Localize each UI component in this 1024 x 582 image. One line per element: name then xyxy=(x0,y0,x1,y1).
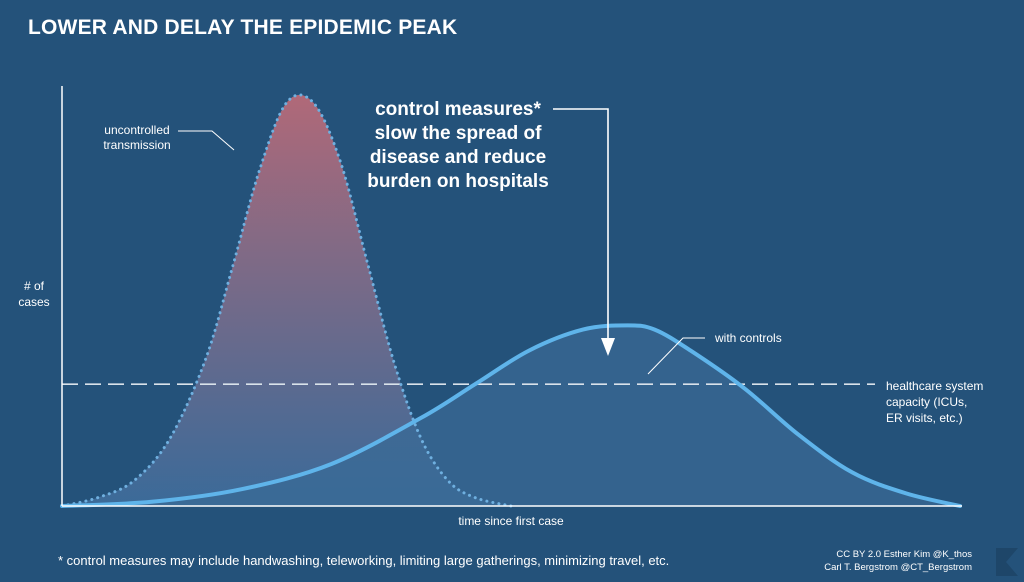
uncontrolled-label-line: transmission xyxy=(103,138,170,152)
chart-title: LOWER AND DELAY THE EPIDEMIC PEAK xyxy=(28,16,458,39)
x-axis-label: time since first case xyxy=(458,514,564,528)
uncontrolled-leader-line xyxy=(178,130,235,151)
uncontrolled-area xyxy=(62,94,511,507)
corner-logo-icon xyxy=(996,548,1018,576)
with-controls-label: with controls xyxy=(714,331,782,345)
credits-line-2: Carl T. Bergstrom @CT_Bergstrom xyxy=(824,562,972,573)
credits-line-1: CC BY 2.0 Esther Kim @K_thos xyxy=(836,549,972,560)
annotation-arrowhead xyxy=(601,338,615,356)
uncontrolled-dotted-line xyxy=(60,93,513,508)
footnote: * control measures may include handwashi… xyxy=(58,553,670,568)
annotation-line: slow the spread of xyxy=(375,123,542,144)
capacity-label-line: ER visits, etc.) xyxy=(886,411,963,425)
with-controls-line xyxy=(60,323,962,508)
annotation-line: disease and reduce xyxy=(370,147,546,168)
annotation-arrow-line xyxy=(553,108,609,340)
y-axis-label-line: cases xyxy=(18,295,49,309)
uncontrolled-label-line: uncontrolled xyxy=(104,123,169,137)
capacity-label-line: capacity (ICUs, xyxy=(886,395,967,409)
credits: CC BY 2.0 Esther Kim @K_thos Carl T. Ber… xyxy=(824,548,972,574)
with-controls-area xyxy=(62,325,960,506)
capacity-label-line: healthcare system xyxy=(886,379,983,393)
y-axis-label-line: # of xyxy=(24,279,45,293)
annotation-line: burden on hospitals xyxy=(367,171,549,192)
annotation-line: control measures* xyxy=(375,99,541,120)
with-controls-leader-line xyxy=(647,337,705,375)
